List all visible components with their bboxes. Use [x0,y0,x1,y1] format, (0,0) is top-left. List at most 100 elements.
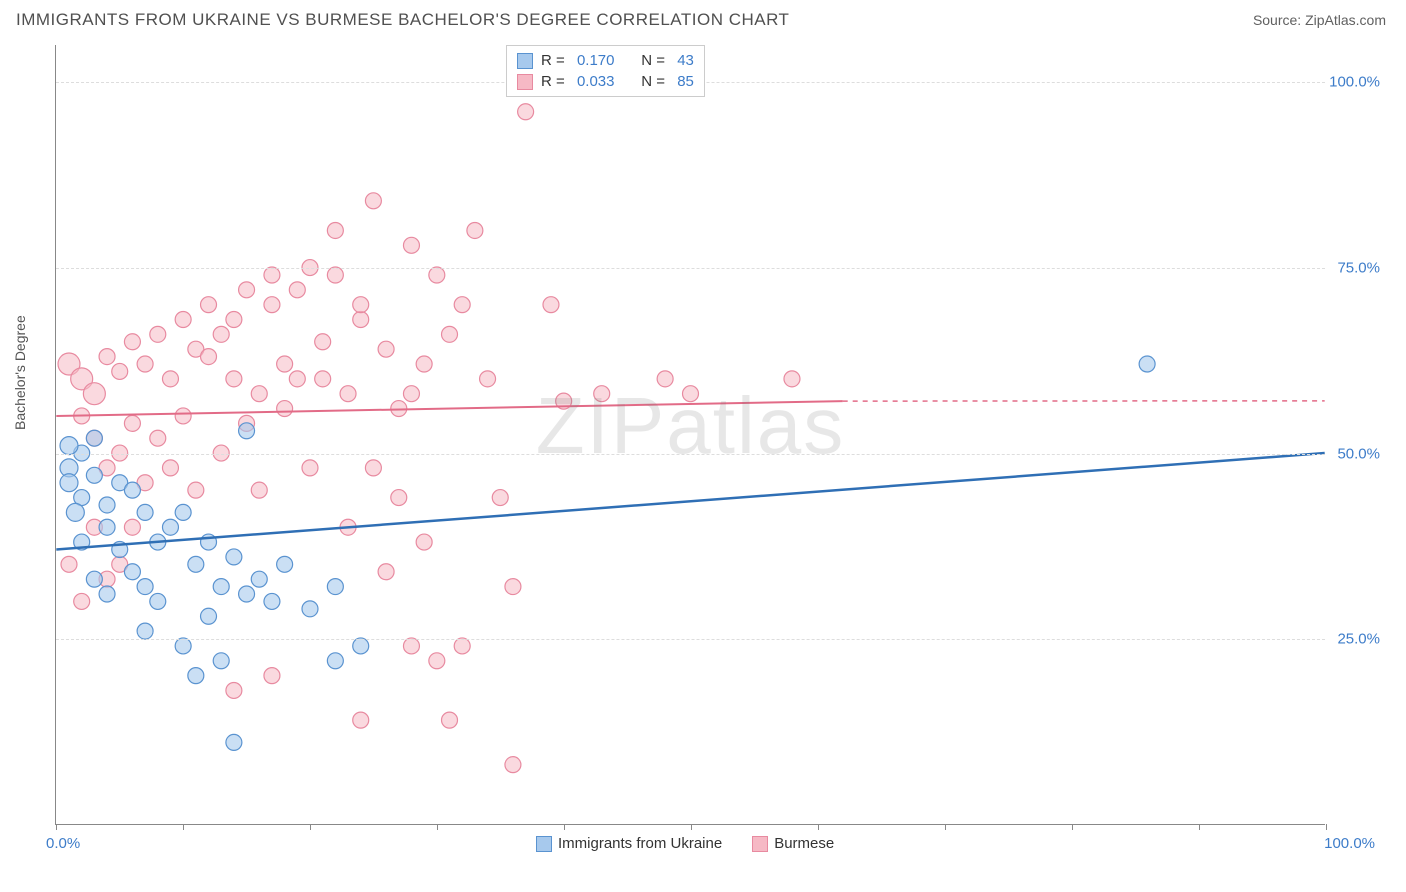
data-point [327,222,343,238]
legend-series-item: Burmese [752,835,834,852]
data-point [226,371,242,387]
data-point [213,326,229,342]
chart-header: IMMIGRANTS FROM UKRAINE VS BURMESE BACHE… [0,0,1406,36]
data-point [86,571,102,587]
data-point [99,586,115,602]
chart-title: IMMIGRANTS FROM UKRAINE VS BURMESE BACHE… [16,10,789,30]
data-point [467,222,483,238]
data-point [327,653,343,669]
data-point [61,556,77,572]
x-tick [310,824,311,830]
x-tick [183,824,184,830]
data-point [1139,356,1155,372]
data-point [137,356,153,372]
data-point [365,193,381,209]
data-point [353,312,369,328]
data-point [543,297,559,313]
data-point [239,423,255,439]
data-point [239,282,255,298]
legend-series-label: Burmese [774,835,834,852]
data-point [162,460,178,476]
x-tick [945,824,946,830]
data-point [365,460,381,476]
regression-line [56,401,842,416]
data-point [251,482,267,498]
data-point [264,297,280,313]
data-point [124,564,140,580]
data-point [403,386,419,402]
data-point [340,386,356,402]
y-tick-label: 50.0% [1337,445,1380,462]
data-point [188,556,204,572]
data-point [112,363,128,379]
data-point [492,490,508,506]
x-tick [1199,824,1200,830]
x-axis-min-label: 0.0% [46,835,80,852]
data-point [251,571,267,587]
data-point [137,579,153,595]
correlation-legend: R = 0.170 N = 43R = 0.033 N = 85 [506,45,705,97]
legend-r-label: R = [541,73,569,90]
data-point [429,653,445,669]
regression-line [56,453,1324,549]
data-point [403,638,419,654]
legend-swatch [752,836,768,852]
data-point [429,267,445,283]
data-point [86,430,102,446]
data-point [124,519,140,535]
data-point [74,593,90,609]
data-point [454,297,470,313]
data-point [60,437,78,455]
data-point [454,638,470,654]
data-point [150,593,166,609]
data-point [315,371,331,387]
legend-row: R = 0.170 N = 43 [517,50,694,71]
data-point [99,349,115,365]
data-point [201,608,217,624]
data-point [239,586,255,602]
data-point [416,356,432,372]
gridline [56,268,1325,269]
chart-source: Source: ZipAtlas.com [1253,12,1386,28]
scatter-svg [56,45,1325,824]
data-point [353,712,369,728]
legend-n-value: 43 [677,52,694,69]
data-point [378,564,394,580]
legend-series-item: Immigrants from Ukraine [536,835,722,852]
data-point [264,267,280,283]
data-point [403,237,419,253]
data-point [353,638,369,654]
data-point [327,267,343,283]
data-point [505,579,521,595]
y-tick-label: 100.0% [1329,74,1380,91]
data-point [391,490,407,506]
data-point [86,467,102,483]
x-tick [437,824,438,830]
data-point [150,326,166,342]
data-point [175,638,191,654]
legend-series-label: Immigrants from Ukraine [558,835,722,852]
data-point [657,371,673,387]
data-point [175,504,191,520]
data-point [83,383,105,405]
data-point [442,326,458,342]
data-point [226,734,242,750]
data-point [251,386,267,402]
gridline [56,454,1325,455]
gridline [56,639,1325,640]
data-point [353,297,369,313]
legend-swatch [536,836,552,852]
legend-row: R = 0.033 N = 85 [517,71,694,92]
x-tick [1326,824,1327,830]
data-point [66,503,84,521]
x-tick [564,824,565,830]
data-point [213,579,229,595]
legend-r-value: 0.170 [577,52,625,69]
legend-swatch [517,53,533,69]
x-tick [1072,824,1073,830]
data-point [188,668,204,684]
chart-plot-area: ZIPatlas R = 0.170 N = 43R = 0.033 N = 8… [55,45,1325,825]
data-point [201,297,217,313]
data-point [327,579,343,595]
legend-r-label: R = [541,52,569,69]
